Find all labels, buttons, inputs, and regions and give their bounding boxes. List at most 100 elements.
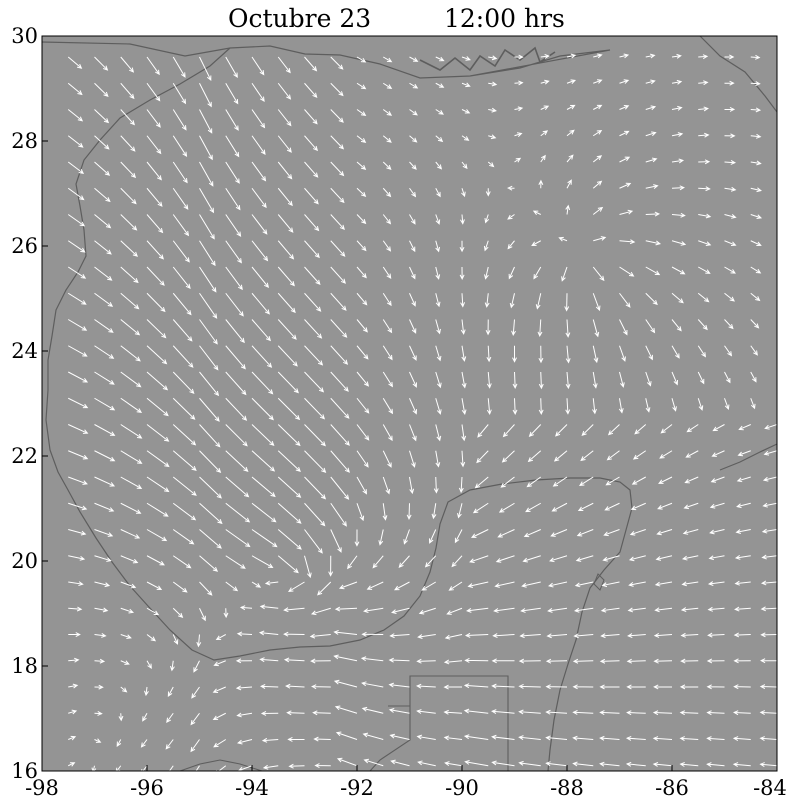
wind-vector xyxy=(116,739,122,747)
wind-vector xyxy=(172,371,195,394)
wind-vector xyxy=(361,631,384,637)
wind-vector xyxy=(750,133,762,139)
wind-vector xyxy=(607,424,620,436)
wind-vector xyxy=(626,684,646,690)
wind-vector xyxy=(619,156,631,163)
wind-vector xyxy=(409,398,418,415)
wind-vector xyxy=(724,266,736,274)
wind-vector xyxy=(382,82,393,90)
wind-vector xyxy=(697,319,708,331)
coastline-pacific xyxy=(179,759,263,771)
wind-vector xyxy=(561,266,568,282)
wind-vector xyxy=(645,319,656,334)
y-tick: 24 xyxy=(11,339,48,363)
wind-vector xyxy=(566,53,577,59)
wind-vector xyxy=(457,503,463,519)
wind-vector xyxy=(146,502,169,517)
wind-vector xyxy=(602,555,620,562)
wind-vector xyxy=(213,739,227,748)
wind-vector xyxy=(671,345,680,359)
wind-vector xyxy=(518,683,541,689)
wind-vector xyxy=(310,607,331,616)
wind-vector xyxy=(304,502,326,527)
wind-vector xyxy=(67,266,87,279)
wind-vector xyxy=(531,240,541,247)
wind-vector xyxy=(225,397,248,421)
wind-vector xyxy=(538,398,544,415)
wind-vector xyxy=(697,292,710,303)
wind-vector xyxy=(565,319,571,338)
wind-vector xyxy=(225,214,242,237)
wind-vector xyxy=(507,240,515,250)
wind-vector xyxy=(435,345,442,362)
wind-vector xyxy=(409,240,416,253)
wind-vector xyxy=(356,450,369,468)
wind-vector xyxy=(461,371,467,389)
wind-vector xyxy=(199,56,212,81)
wind-vector xyxy=(356,476,367,495)
wind-vector xyxy=(67,240,86,253)
wind-vector xyxy=(760,580,777,586)
wind-vector xyxy=(309,633,331,639)
wind-vector xyxy=(679,710,699,716)
wind-vector xyxy=(304,109,318,125)
wind-vector xyxy=(146,450,170,468)
wind-vector xyxy=(724,292,735,302)
wind-vector xyxy=(764,424,777,430)
wind-vector xyxy=(601,581,620,588)
wind-vector xyxy=(736,502,751,509)
wind-vector xyxy=(94,555,112,562)
x-tick-label: -86 xyxy=(655,776,689,800)
wind-vector xyxy=(409,345,417,361)
wind-vector xyxy=(652,736,673,741)
wind-vector xyxy=(709,529,725,535)
wind-vector xyxy=(461,109,471,114)
wind-vector xyxy=(94,82,109,98)
wind-vector xyxy=(521,581,541,588)
wind-vector xyxy=(223,608,229,619)
wind-vector xyxy=(94,371,115,385)
wind-vector xyxy=(645,211,661,217)
wind-vector xyxy=(555,424,568,437)
wind-vector xyxy=(540,154,546,163)
wind-vector xyxy=(776,319,777,321)
wind-vector xyxy=(776,135,777,137)
wind-vector xyxy=(416,734,436,740)
x-tick: -94 xyxy=(235,765,269,800)
wind-vector xyxy=(172,634,179,645)
wind-vector xyxy=(146,371,169,391)
wind-vector xyxy=(335,731,358,740)
wind-vector xyxy=(528,424,542,437)
wind-vector xyxy=(776,240,777,242)
wind-vector xyxy=(120,240,138,257)
wind-vector xyxy=(681,581,699,587)
wind-vector xyxy=(338,581,358,590)
wind-vector xyxy=(460,319,466,335)
wind-vector xyxy=(776,345,777,347)
wind-vector xyxy=(68,709,78,715)
wind-vector xyxy=(330,397,350,419)
wind-vector xyxy=(760,632,777,638)
wind-vector xyxy=(304,424,326,447)
wind-vector xyxy=(304,240,320,259)
wind-vector xyxy=(304,371,325,393)
wind-vector xyxy=(94,345,115,359)
wind-vector xyxy=(361,681,384,688)
wind-vector xyxy=(94,450,116,462)
wind-vector xyxy=(120,634,132,640)
wind-vector xyxy=(356,161,367,170)
wind-vector xyxy=(485,319,491,336)
wind-vector xyxy=(264,580,279,586)
wind-vector xyxy=(628,581,646,587)
wind-vector xyxy=(120,214,138,231)
wind-vector xyxy=(140,739,148,748)
wind-vector xyxy=(592,206,604,215)
wind-vector xyxy=(566,179,572,189)
x-tick: -96 xyxy=(130,765,164,800)
wind-vector xyxy=(199,608,206,622)
wind-vector xyxy=(710,476,725,483)
wind-vector xyxy=(619,79,630,84)
wind-vector xyxy=(277,529,302,550)
wind-vector xyxy=(360,656,384,662)
wind-vector xyxy=(711,450,725,457)
